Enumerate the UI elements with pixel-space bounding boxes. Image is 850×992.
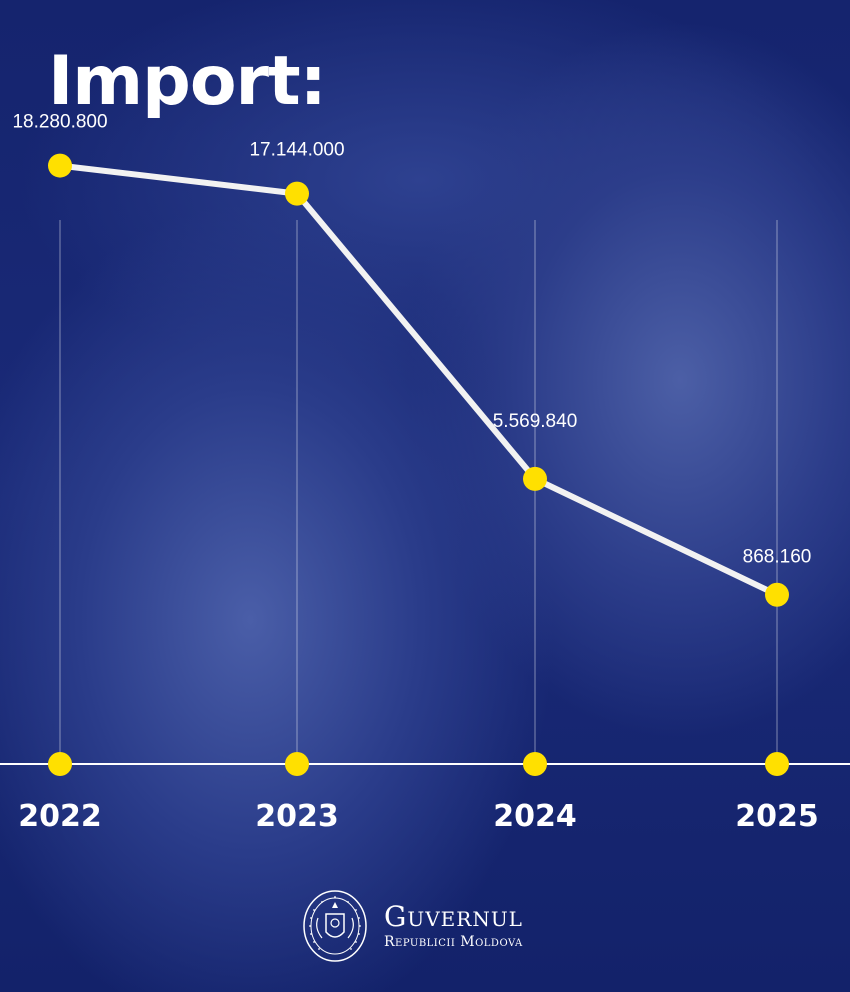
axis-marker-2025 (765, 752, 789, 776)
moldova-coat-of-arms-icon (303, 890, 367, 962)
brand-main-text: Guvernul (384, 899, 523, 933)
import-series-line (57, 162, 780, 598)
footer-logo: Guvernul Republicii Moldova (302, 888, 523, 964)
axis-marker-2022 (48, 752, 72, 776)
data-label-2024: 5.569.840 (493, 411, 578, 432)
page-title: Import: (48, 42, 327, 121)
axis-marker-2024 (523, 752, 547, 776)
x-tick-label-2023: 2023 (255, 799, 339, 834)
x-tick-label-2025: 2025 (735, 799, 819, 834)
x-tick-label-2022: 2022 (18, 799, 102, 834)
marker-layer (48, 153, 789, 776)
data-label-2023: 17.144.000 (249, 140, 344, 161)
data-point-2022 (48, 153, 72, 178)
axis-marker-2023 (285, 752, 309, 776)
data-label-2025: 868.160 (743, 547, 812, 568)
data-label-2022: 18.280.800 (12, 112, 107, 133)
data-point-2025 (765, 582, 789, 607)
label-layer: 18.280.800 2022 17.144.000 2023 5.569.840 202… (12, 112, 818, 834)
government-brand: Guvernul Republicii Moldova (384, 899, 523, 951)
line-layer (57, 162, 780, 598)
data-point-2023 (285, 181, 309, 206)
data-point-2024 (523, 466, 547, 491)
brand-sub-text: Republicii Moldova (384, 934, 523, 951)
x-tick-label-2024: 2024 (493, 799, 577, 834)
grid-layer (59, 220, 778, 764)
